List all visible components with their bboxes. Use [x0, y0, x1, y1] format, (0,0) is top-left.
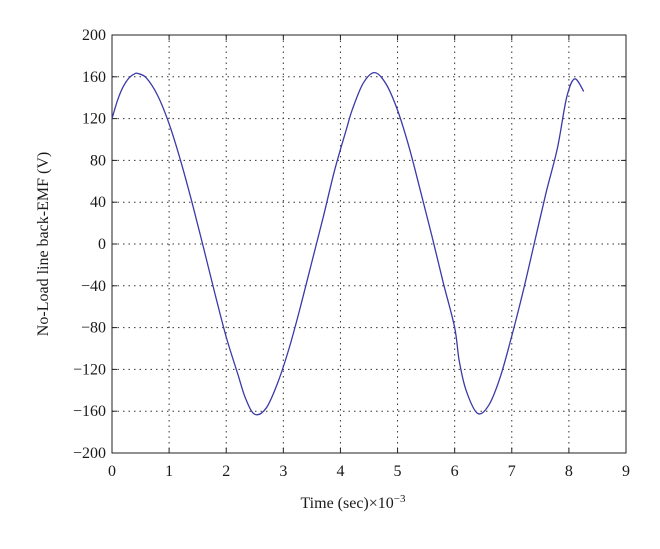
y-tick-label: −80 — [81, 320, 106, 337]
y-tick-label: −160 — [73, 403, 106, 420]
x-tick-label: 7 — [508, 463, 516, 480]
x-tick-label: 1 — [165, 463, 173, 480]
y-tick-label: 40 — [90, 194, 106, 211]
y-tick-label: −200 — [73, 445, 106, 462]
y-axis-label: No-Load line back-EMF (V) — [35, 152, 52, 336]
x-axis-label: Time (sec)×10−3 — [300, 493, 406, 512]
x-tick-label: 4 — [336, 463, 344, 480]
plot-area — [112, 35, 626, 453]
series-line — [111, 71, 585, 416]
series-layer — [111, 71, 585, 416]
y-tick-label: −120 — [73, 361, 106, 378]
tick-labels: 0 1 2 3 4 5 6 7 8 9 200 160 120 80 40 0 −40 −80 −120 −160 −2… — [73, 27, 630, 480]
x-tick-label: 0 — [108, 463, 116, 480]
grid-lines — [112, 35, 626, 453]
x-tick-label: 6 — [451, 463, 459, 480]
y-tick-label: 80 — [90, 152, 106, 169]
axis-ticks — [111, 34, 627, 454]
y-tick-label: −40 — [81, 278, 106, 295]
x-tick-label: 8 — [565, 463, 573, 480]
y-tick-label: 0 — [98, 236, 106, 253]
x-tick-label: 3 — [279, 463, 287, 480]
y-tick-label: 200 — [82, 27, 106, 44]
x-tick-label: 9 — [622, 463, 630, 480]
x-tick-label: 2 — [222, 463, 230, 480]
x-tick-label: 5 — [394, 463, 402, 480]
y-tick-label: 160 — [82, 69, 106, 86]
y-tick-label: 120 — [82, 111, 106, 128]
